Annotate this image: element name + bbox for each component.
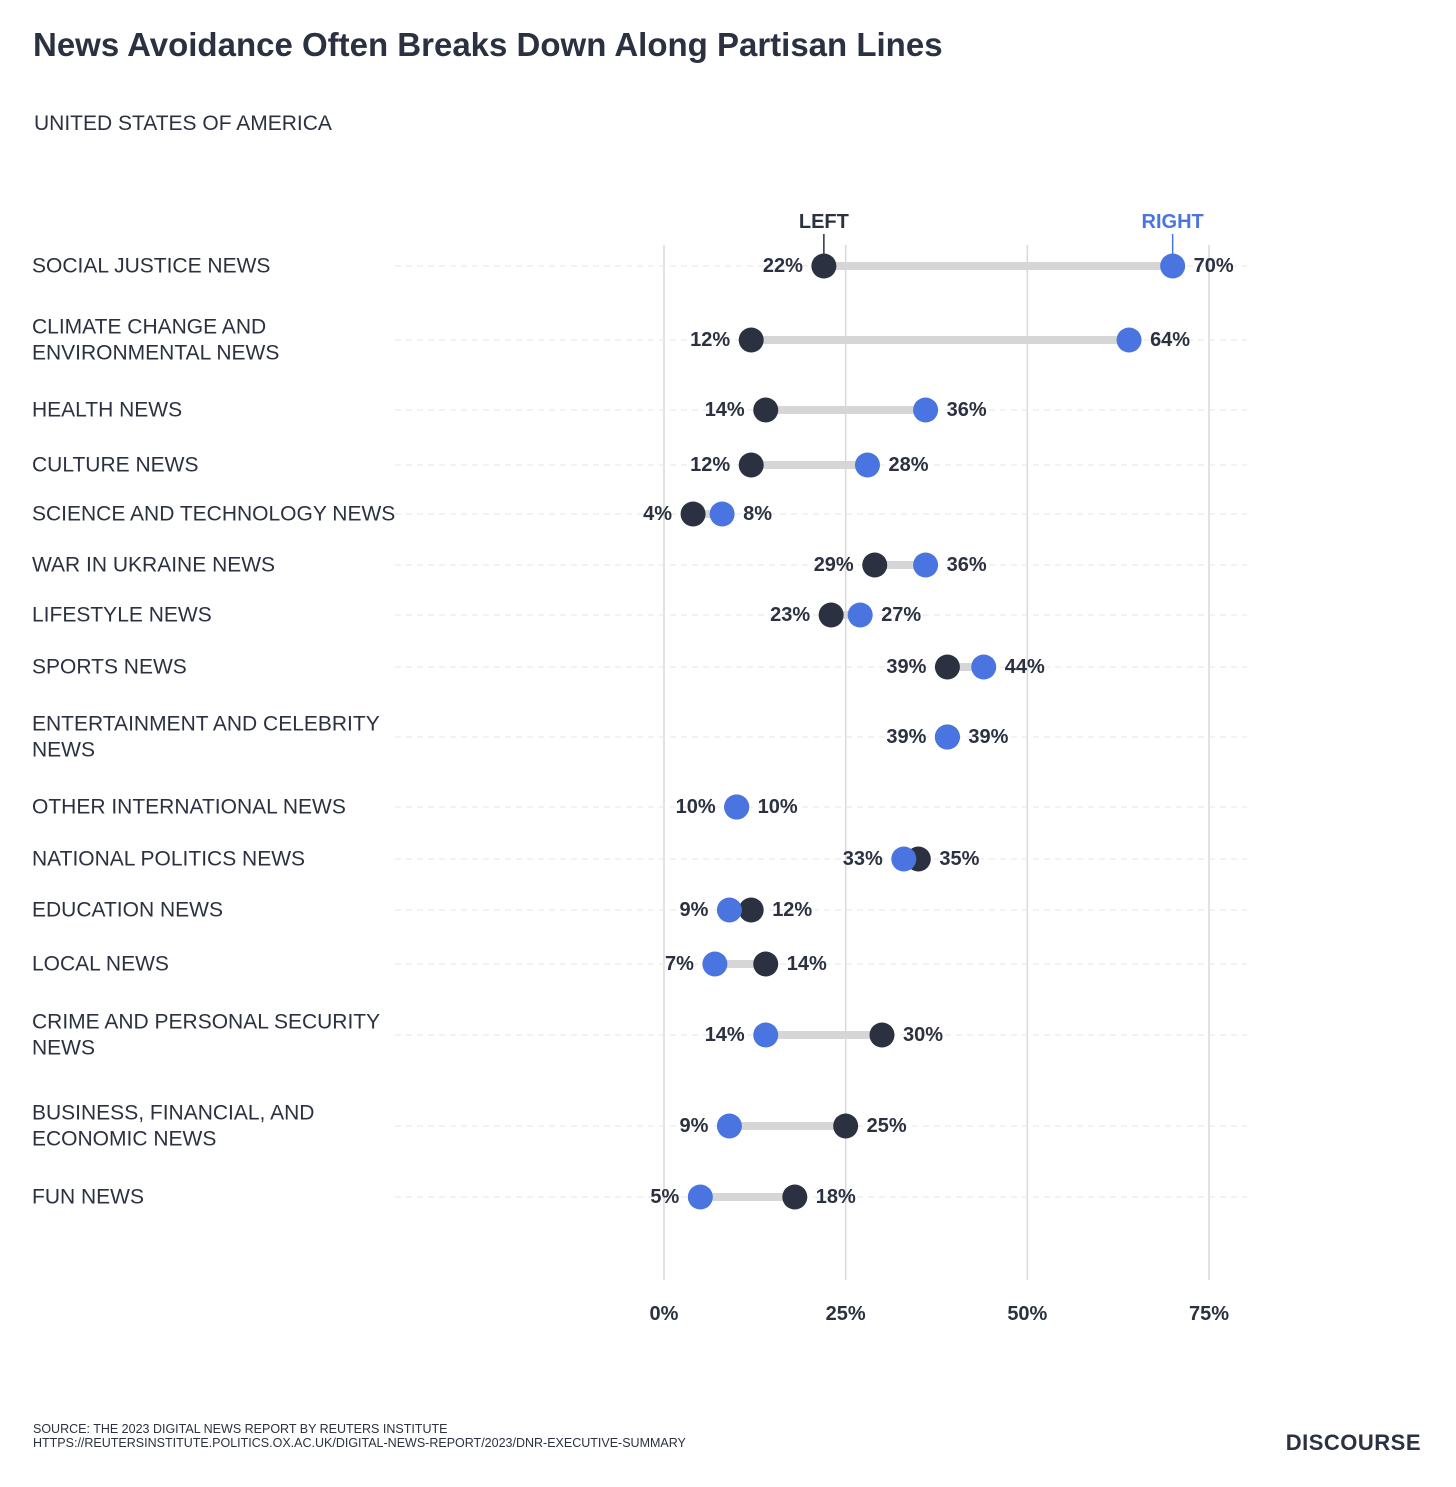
- value-label-high: 35%: [939, 848, 979, 870]
- right-dot: [716, 897, 742, 923]
- x-tick-label: 75%: [1189, 1303, 1229, 1325]
- right-dot: [709, 501, 735, 527]
- left-dot: [934, 654, 960, 680]
- right-dot: [753, 1022, 779, 1048]
- value-label-low: 10%: [676, 796, 716, 818]
- value-label-high: 14%: [787, 953, 827, 975]
- value-label-high: 28%: [888, 454, 928, 476]
- category-label: LIFESTYLE NEWS: [32, 604, 212, 627]
- left-dot: [680, 501, 706, 527]
- source-line-1: SOURCE: THE 2023 DIGITAL NEWS REPORT BY …: [33, 1422, 448, 1436]
- right-dot: [847, 602, 873, 628]
- legend-left-label: LEFT: [799, 211, 849, 233]
- right-dot: [913, 552, 939, 578]
- right-dot: [687, 1184, 713, 1210]
- source-note: SOURCE: THE 2023 DIGITAL NEWS REPORT BY …: [33, 1422, 686, 1450]
- left-dot: [782, 1184, 808, 1210]
- category-label: BUSINESS, FINANCIAL, AND: [32, 1102, 314, 1125]
- right-dot: [934, 724, 960, 750]
- value-label-low: 39%: [886, 656, 926, 678]
- right-dot: [891, 846, 917, 872]
- category-label: ENVIRONMENTAL NEWS: [32, 342, 279, 365]
- legend-right-label: RIGHT: [1142, 211, 1204, 233]
- category-label: NEWS: [32, 1037, 95, 1060]
- right-dot: [702, 951, 728, 977]
- x-tick-label: 25%: [826, 1303, 866, 1325]
- x-tick-label: 50%: [1007, 1303, 1047, 1325]
- value-label-high: 64%: [1150, 329, 1190, 351]
- category-label: EDUCATION NEWS: [32, 899, 223, 922]
- category-label: SPORTS NEWS: [32, 656, 187, 679]
- category-label: LOCAL NEWS: [32, 953, 169, 976]
- value-label-high: 27%: [881, 604, 921, 626]
- right-dot: [854, 452, 880, 478]
- value-label-low: 14%: [705, 1024, 745, 1046]
- left-dot: [862, 552, 888, 578]
- value-label-low: 39%: [886, 726, 926, 748]
- value-label-low: 22%: [763, 255, 803, 277]
- category-label: CRIME AND PERSONAL SECURITY: [32, 1011, 380, 1034]
- source-line-2: HTTPS://REUTERSINSTITUTE.POLITICS.OX.AC.…: [33, 1436, 686, 1450]
- category-label: NEWS: [32, 739, 95, 762]
- value-label-low: 33%: [843, 848, 883, 870]
- value-label-high: 70%: [1194, 255, 1234, 277]
- category-label: SCIENCE AND TECHNOLOGY NEWS: [32, 503, 395, 526]
- right-dot: [913, 397, 939, 423]
- chart-title: News Avoidance Often Breaks Down Along P…: [33, 26, 943, 63]
- left-dot: [833, 1113, 859, 1139]
- category-label: FUN NEWS: [32, 1186, 144, 1209]
- category-label: OTHER INTERNATIONAL NEWS: [32, 796, 346, 819]
- value-label-high: 39%: [968, 726, 1008, 748]
- left-dot: [869, 1022, 895, 1048]
- value-label-high: 30%: [903, 1024, 943, 1046]
- value-label-low: 9%: [679, 1115, 708, 1137]
- value-label-high: 12%: [772, 899, 812, 921]
- left-dot: [811, 253, 837, 279]
- left-dot: [738, 327, 764, 353]
- category-label: CLIMATE CHANGE AND: [32, 316, 266, 339]
- left-dot: [753, 397, 779, 423]
- category-label: ENTERTAINMENT AND CELEBRITY: [32, 713, 380, 736]
- value-label-high: 36%: [947, 554, 987, 576]
- category-label: WAR IN UKRAINE NEWS: [32, 554, 275, 577]
- value-label-low: 7%: [665, 953, 694, 975]
- value-label-low: 12%: [690, 329, 730, 351]
- value-label-low: 5%: [650, 1186, 679, 1208]
- category-label: SOCIAL JUSTICE NEWS: [32, 255, 270, 278]
- value-label-low: 29%: [814, 554, 854, 576]
- value-label-low: 14%: [705, 399, 745, 421]
- right-dot: [716, 1113, 742, 1139]
- value-label-high: 44%: [1005, 656, 1045, 678]
- value-label-low: 23%: [770, 604, 810, 626]
- x-tick-label: 0%: [650, 1303, 679, 1325]
- left-dot: [738, 452, 764, 478]
- right-dot: [971, 654, 997, 680]
- chart-subtitle: UNITED STATES OF AMERICA: [34, 112, 332, 135]
- category-label: ECONOMIC NEWS: [32, 1128, 216, 1151]
- value-label-low: 12%: [690, 454, 730, 476]
- right-dot: [1116, 327, 1142, 353]
- left-dot: [753, 951, 779, 977]
- right-dot: [724, 794, 750, 820]
- brand-logo: DISCOURSE: [1285, 1430, 1421, 1455]
- left-dot: [738, 897, 764, 923]
- value-label-high: 10%: [758, 796, 798, 818]
- value-label-low: 9%: [679, 899, 708, 921]
- left-dot: [818, 602, 844, 628]
- value-label-high: 25%: [867, 1115, 907, 1137]
- category-label: NATIONAL POLITICS NEWS: [32, 848, 305, 871]
- right-dot: [1160, 253, 1186, 279]
- category-label: HEALTH NEWS: [32, 399, 182, 422]
- value-label-high: 36%: [947, 399, 987, 421]
- value-label-high: 8%: [743, 503, 772, 525]
- category-label: CULTURE NEWS: [32, 454, 198, 477]
- value-label-low: 4%: [643, 503, 672, 525]
- value-label-high: 18%: [816, 1186, 856, 1208]
